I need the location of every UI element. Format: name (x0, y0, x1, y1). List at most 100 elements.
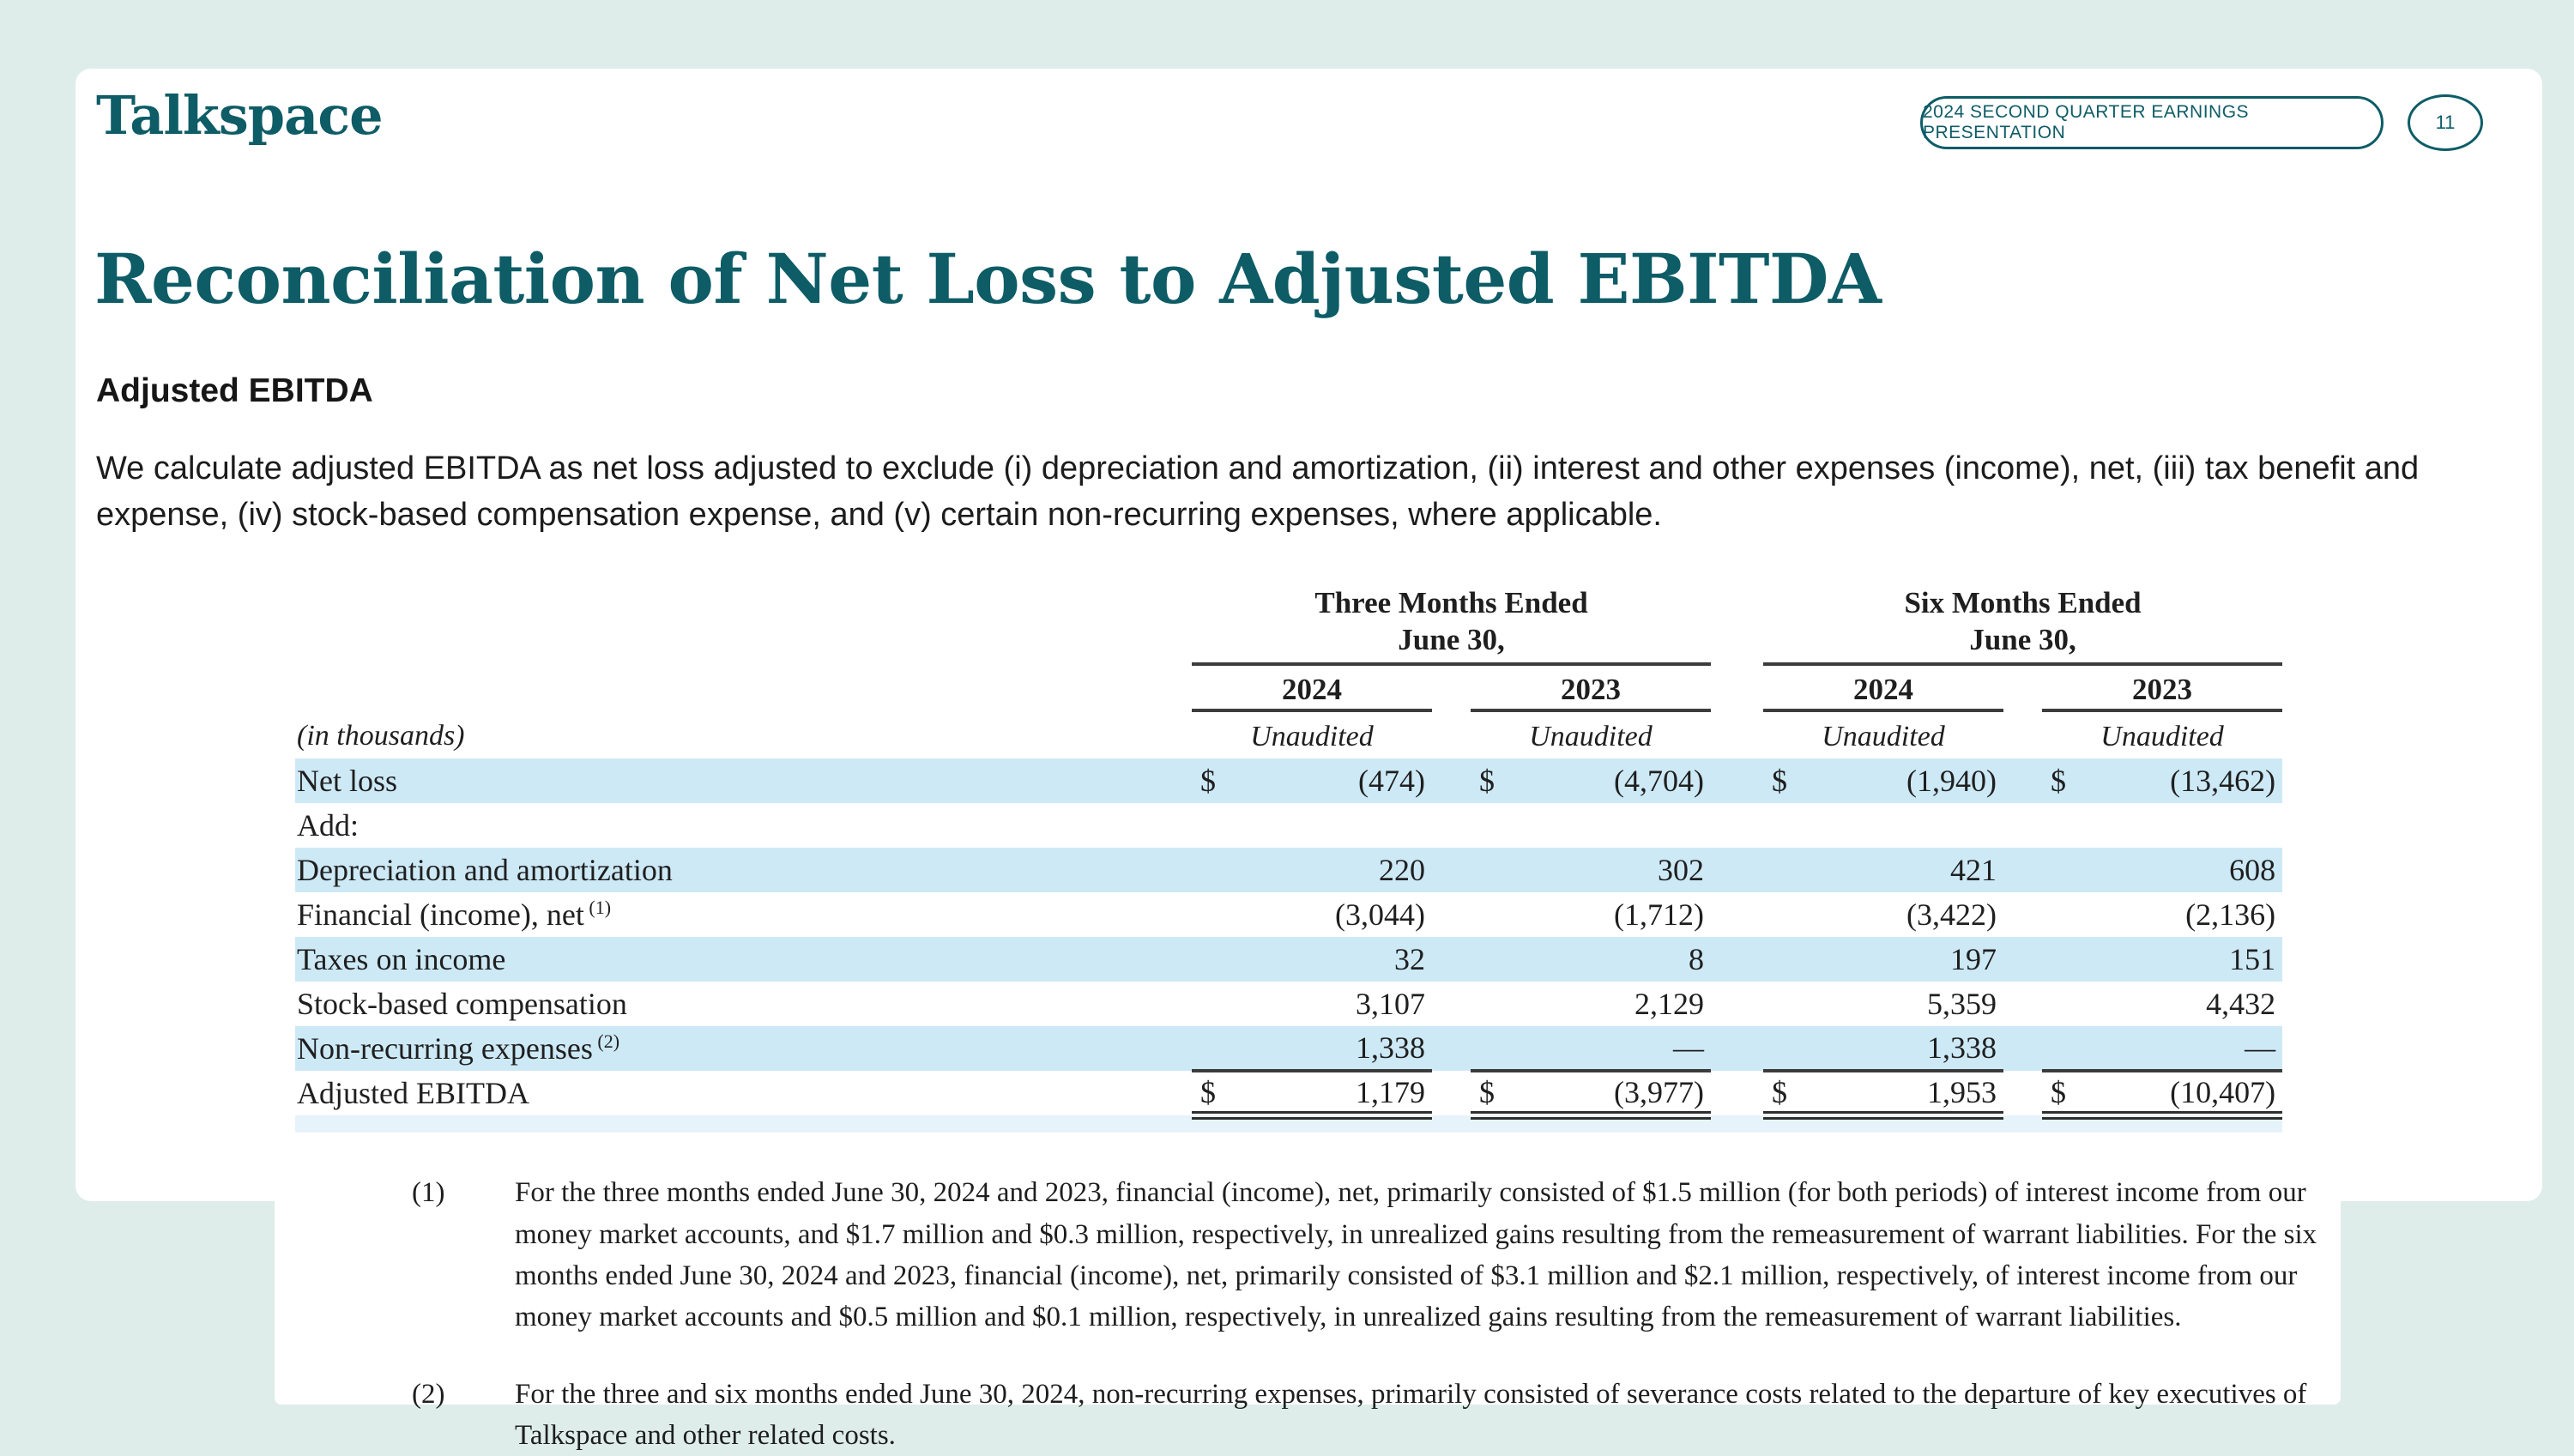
column-spacer (1711, 982, 1763, 1026)
cell-value: — (1673, 1030, 1705, 1066)
presentation-badge-label: 2024 SECOND QUARTER EARNINGS PRESENTATIO… (1923, 102, 2250, 142)
column-spacer (1432, 803, 1471, 848)
table-row: Net loss $ (474) $ (4,704) $ (1,940) $ (13,462) (295, 758, 2283, 804)
cell-value: 197 (1950, 942, 1997, 977)
value-cell: $ (10,407) (2042, 1071, 2283, 1121)
footnote-text: For the three months ended June 30, 2024… (515, 1177, 2317, 1332)
currency-symbol: $ (1772, 1074, 1788, 1109)
col-group-subtitle: June 30, (1398, 622, 1505, 656)
ebitda-reconciliation-table: Three Months Ended June 30, Six Months E… (295, 585, 2283, 1133)
value-cell (1192, 803, 1432, 848)
column-spacer (1711, 758, 1763, 803)
value-cell: 8 (1471, 937, 1711, 982)
cell-value: 302 (1658, 853, 1705, 888)
column-spacer (1432, 1026, 1471, 1071)
value-cell: 421 (1763, 848, 2003, 892)
column-spacer (1711, 937, 1763, 982)
column-spacer (1432, 937, 1471, 982)
cell-value: 220 (1379, 853, 1425, 888)
row-label: Stock-based compensation (297, 987, 627, 1022)
cell-value: 3,107 (1356, 987, 1425, 1022)
value-cell: 3,107 (1192, 982, 1432, 1026)
footnote-text: For the three and six months ended June … (515, 1379, 2307, 1452)
cell-value: 4,432 (2206, 987, 2276, 1022)
value-cell: $1,179 (1192, 1071, 1432, 1121)
table-row: Non-recurring expenses (2) 1,338 — 1,338 — (295, 1026, 2283, 1073)
value-cell: $ (1,940) (1763, 758, 2003, 803)
unaudited-label: Unaudited (1529, 721, 1653, 753)
years-header-row: 2024 2023 2024 2023 (295, 664, 2283, 713)
table-body: Net loss $ (474) $ (4,704) $ (1,940) $ (13,462) A… (295, 758, 2283, 1133)
cell-value: 151 (2229, 942, 2276, 977)
currency-symbol: $ (1479, 764, 1495, 799)
column-spacer (2003, 758, 2042, 803)
cell-value: (1,940) (1906, 764, 1997, 799)
value-cell: 151 (2042, 937, 2282, 982)
currency-symbol: $ (1772, 764, 1788, 799)
unaudited-label: Unaudited (2100, 721, 2224, 753)
footnote-marker: (1) (583, 897, 612, 919)
column-spacer (1711, 803, 1763, 848)
section-heading: Adjusted EBITDA (96, 372, 373, 409)
value-cell: $ (4,704) (1471, 758, 1711, 803)
value-cell: 220 (1192, 848, 1432, 892)
footnote: (2) For the three and six months ended Ju… (412, 1374, 2334, 1456)
col-group-subtitle: June 30, (1969, 622, 2076, 656)
cell-value: 2,129 (1634, 987, 1705, 1022)
col-group-title: Three Months Ended (1314, 586, 1588, 619)
year-column-header: 2024 (1763, 664, 2004, 713)
cell-value: 1,338 (1927, 1030, 1997, 1066)
page-title: Reconciliation of Net Loss to Adjusted E… (94, 239, 1882, 319)
cell-value: 32 (1394, 942, 1425, 977)
page-number-badge: 11 (2408, 94, 2483, 151)
cell-value: (1,712) (1614, 897, 1705, 933)
column-spacer (2003, 848, 2042, 892)
table-row: Add: (295, 803, 2282, 848)
col-group-title: Six Months Ended (1904, 586, 2142, 619)
value-cell: (1,712) (1471, 892, 1711, 937)
column-spacer (2003, 803, 2042, 848)
currency-symbol: $ (2051, 1074, 2067, 1109)
value-cell: 5,359 (1763, 982, 2003, 1026)
cell-value: 1,338 (1356, 1030, 1425, 1066)
intro-paragraph: We calculate adjusted EBITDA as net loss… (96, 450, 2420, 533)
currency-symbol: $ (1479, 1074, 1495, 1109)
value-cell: $ (3,977) (1471, 1071, 1712, 1121)
cell-value: 5,359 (1927, 987, 1997, 1022)
row-label: Adjusted EBITDA (297, 1076, 529, 1111)
presentation-badge: 2024 SECOND QUARTER EARNINGS PRESENTATIO… (1920, 96, 2384, 149)
column-spacer (2003, 982, 2042, 1026)
column-spacer (1432, 758, 1471, 803)
row-label: Add: (297, 808, 359, 843)
value-cell: $ (474) (1192, 758, 1432, 803)
table-row: Stock-based compensation 3,107 2,129 5,359 4… (295, 982, 2282, 1026)
value-cell: 32 (1192, 937, 1432, 982)
year-column-header: 2023 (1471, 664, 1712, 713)
column-spacer (2003, 1071, 2042, 1115)
footnote-marker: (2) (592, 1030, 620, 1053)
footnote-number: (1) (412, 1177, 445, 1209)
cell-value: 421 (1950, 853, 1997, 888)
cell-value: (2,136) (2185, 897, 2276, 933)
column-spacer (2003, 1026, 2042, 1071)
unaudited-row: (in thousands) Unaudited Unaudited Unaud… (295, 710, 2282, 758)
value-cell: 2,129 (1471, 982, 1711, 1026)
cell-value: (474) (1358, 764, 1425, 799)
column-spacer (1711, 1026, 1763, 1071)
currency-symbol: $ (2051, 764, 2067, 799)
row-label: Taxes on income (297, 942, 506, 977)
talkspace-logo: Talkspace (96, 84, 384, 147)
unaudited-label: Unaudited (1250, 721, 1374, 753)
value-cell (2042, 803, 2282, 848)
value-cell: 1,338 (1192, 1026, 1432, 1073)
cell-value: 1,953 (1927, 1074, 1997, 1109)
column-spacer (1432, 982, 1471, 1026)
row-label: Net loss (297, 764, 397, 799)
value-cell: 4,432 (2042, 982, 2282, 1026)
units-label: (in thousands) (297, 720, 465, 752)
cell-value: 608 (2229, 853, 2276, 888)
value-cell: 1,338 (1763, 1026, 2004, 1073)
column-spacer (2003, 937, 2042, 982)
financial-table-sheet: Three Months Ended June 30, Six Months E… (275, 556, 2341, 1451)
